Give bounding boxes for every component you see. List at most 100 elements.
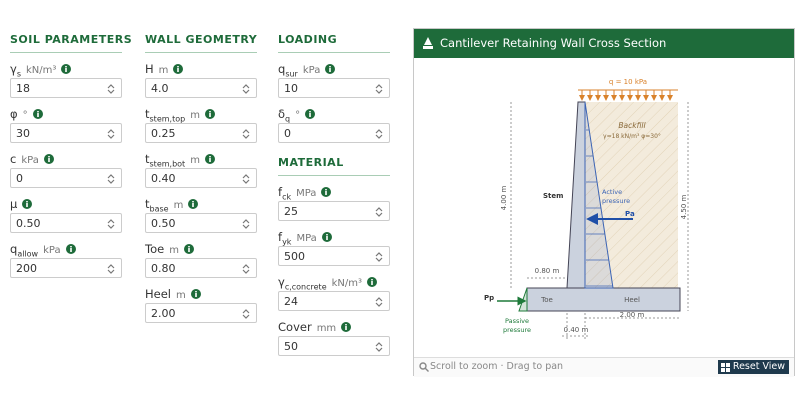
spinner[interactable] xyxy=(242,263,250,275)
input-value[interactable]: 30 xyxy=(16,127,30,140)
number-input[interactable]: 24 xyxy=(278,291,390,311)
spinner[interactable] xyxy=(242,308,250,320)
symbol: f xyxy=(278,230,283,244)
input-value[interactable]: 0.25 xyxy=(151,127,176,140)
input-value[interactable]: 24 xyxy=(284,295,298,308)
unit: m xyxy=(158,65,169,76)
input-value[interactable]: 0.50 xyxy=(151,217,176,230)
input-value[interactable]: 4.0 xyxy=(151,82,169,95)
number-input[interactable]: 25 xyxy=(278,201,390,221)
unit: kPa xyxy=(43,245,61,256)
info-icon[interactable] xyxy=(204,154,215,164)
spinner[interactable] xyxy=(375,83,383,95)
info-icon[interactable] xyxy=(173,64,184,74)
unit: m xyxy=(190,155,200,166)
input-value[interactable]: 18 xyxy=(16,82,30,95)
spinner[interactable] xyxy=(242,173,250,185)
info-icon[interactable] xyxy=(204,109,215,119)
info-icon[interactable] xyxy=(325,64,336,74)
input-value[interactable]: 0.40 xyxy=(151,172,176,185)
unit: m xyxy=(173,200,184,211)
info-icon[interactable] xyxy=(305,109,316,119)
symbol: δ xyxy=(278,107,286,121)
subscript: yk xyxy=(282,237,292,247)
input-value[interactable]: 500 xyxy=(284,250,305,263)
subscript: base xyxy=(149,204,169,214)
symbol: Toe xyxy=(145,242,165,256)
section-title: SOIL PARAMETERS xyxy=(10,33,133,46)
field-label: φ ° xyxy=(10,107,43,121)
number-input[interactable]: 500 xyxy=(278,246,390,266)
spinner[interactable] xyxy=(375,128,383,140)
spinner[interactable] xyxy=(107,173,115,185)
spinner[interactable] xyxy=(107,128,115,140)
number-input[interactable]: 0 xyxy=(278,123,390,143)
number-input[interactable]: 2.00 xyxy=(145,303,257,323)
input-value[interactable]: 0.50 xyxy=(16,217,41,230)
input-value[interactable]: 0 xyxy=(16,172,23,185)
unit: kPa xyxy=(21,155,39,166)
number-input[interactable]: 10 xyxy=(278,78,390,98)
number-input[interactable]: 0.25 xyxy=(145,123,257,143)
info-icon[interactable] xyxy=(341,322,352,332)
info-icon[interactable] xyxy=(61,64,72,74)
reset-label: Reset View xyxy=(732,361,785,372)
spinner[interactable] xyxy=(242,83,250,95)
field-label: fck MPa xyxy=(278,185,332,202)
field-label: γc,concrete kN/m³ xyxy=(278,275,377,291)
wall-icon xyxy=(423,37,433,49)
input-value[interactable]: 10 xyxy=(284,82,298,95)
section-rule xyxy=(145,52,257,53)
input-value[interactable]: 2.00 xyxy=(151,307,176,320)
input-value[interactable]: 50 xyxy=(284,340,298,353)
info-icon[interactable] xyxy=(43,154,54,164)
info-icon[interactable] xyxy=(22,199,33,209)
subscript: s xyxy=(16,69,21,79)
number-input[interactable]: 18 xyxy=(10,78,122,98)
info-icon[interactable] xyxy=(321,232,332,242)
spinner[interactable] xyxy=(242,128,250,140)
number-input[interactable]: 30 xyxy=(10,123,122,143)
spinner[interactable] xyxy=(107,218,115,230)
spinner[interactable] xyxy=(375,206,383,218)
input-value[interactable]: 200 xyxy=(16,262,37,275)
spinner[interactable] xyxy=(375,251,383,263)
info-icon[interactable] xyxy=(65,244,76,254)
spinner[interactable] xyxy=(107,83,115,95)
symbol: Heel xyxy=(145,287,171,301)
spinner[interactable] xyxy=(375,341,383,353)
subscript: q xyxy=(285,114,291,124)
number-input[interactable]: 0.40 xyxy=(145,168,257,188)
field-label: Heel m xyxy=(145,287,201,301)
info-icon[interactable] xyxy=(190,289,201,299)
number-input[interactable]: 0.50 xyxy=(10,213,122,233)
info-icon[interactable] xyxy=(367,277,377,287)
number-input[interactable]: 4.0 xyxy=(145,78,257,98)
info-icon[interactable] xyxy=(32,109,43,119)
spinner[interactable] xyxy=(242,218,250,230)
field-label: γs kN/m³ xyxy=(10,62,72,79)
symbol: q xyxy=(278,62,286,76)
input-value[interactable]: 0.80 xyxy=(151,262,176,275)
number-input[interactable]: 0.50 xyxy=(145,213,257,233)
input-value[interactable]: 0 xyxy=(284,127,291,140)
info-icon[interactable] xyxy=(188,199,199,209)
unit: kN/m³ xyxy=(25,65,57,76)
spinner[interactable] xyxy=(375,296,383,308)
subscript: ck xyxy=(282,192,292,202)
spinner[interactable] xyxy=(107,263,115,275)
info-icon[interactable] xyxy=(183,244,194,254)
number-input[interactable]: 0 xyxy=(10,168,122,188)
number-input[interactable]: 50 xyxy=(278,336,390,356)
info-icon[interactable] xyxy=(321,187,332,197)
reset-view-button[interactable]: Reset View xyxy=(717,360,789,374)
section-title: LOADING xyxy=(278,33,338,46)
symbol: μ xyxy=(10,197,18,211)
number-input[interactable]: 200 xyxy=(10,258,122,278)
number-input[interactable]: 0.80 xyxy=(145,258,257,278)
unit: m xyxy=(190,110,200,121)
subscript: allow xyxy=(17,249,39,259)
input-value[interactable]: 25 xyxy=(284,205,298,218)
